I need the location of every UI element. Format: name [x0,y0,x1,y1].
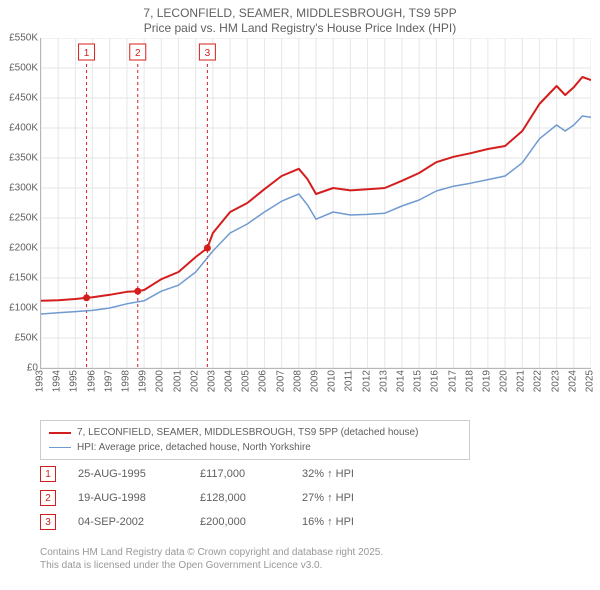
y-tick-label: £150K [9,273,38,284]
x-tick-label: 2019 [481,370,492,392]
transaction-hpi: 27% ↑ HPI [302,492,382,504]
footnote: Contains HM Land Registry data © Crown c… [40,546,383,572]
x-tick-label: 2011 [344,370,355,392]
x-tick-label: 2017 [447,370,458,392]
y-tick-label: £550K [9,33,38,44]
y-tick-label: £400K [9,123,38,134]
x-tick-label: 2015 [413,370,424,392]
transaction-marker: 2 [40,490,56,506]
y-tick-label: £300K [9,183,38,194]
y-tick-label: £100K [9,303,38,314]
title-line-1: 7, LECONFIELD, SEAMER, MIDDLESBROUGH, TS… [0,6,600,21]
y-tick-label: £350K [9,153,38,164]
x-tick-label: 1994 [52,370,63,392]
svg-text:3: 3 [205,48,211,59]
x-tick-label: 2012 [361,370,372,392]
x-tick-label: 2016 [430,370,441,392]
x-tick-label: 2007 [275,370,286,392]
legend-row: 7, LECONFIELD, SEAMER, MIDDLESBROUGH, TS… [49,425,461,440]
transaction-price: £128,000 [200,492,280,504]
transaction-marker: 3 [40,514,56,530]
x-tick-label: 2003 [206,370,217,392]
plot-svg: 1 2 3 [41,38,591,368]
chart-area: £0£50K£100K£150K£200K£250K£300K£350K£400… [0,38,600,418]
transaction-price: £200,000 [200,516,280,528]
transaction-row: 3 04-SEP-2002 £200,000 16% ↑ HPI [40,510,382,534]
y-tick-label: £500K [9,63,38,74]
x-tick-label: 1995 [69,370,80,392]
x-tick-label: 2000 [155,370,166,392]
title-block: 7, LECONFIELD, SEAMER, MIDDLESBROUGH, TS… [0,0,600,36]
x-tick-label: 2002 [189,370,200,392]
legend-swatch-property [49,432,71,434]
footnote-line-2: This data is licensed under the Open Gov… [40,559,383,572]
x-tick-label: 2022 [533,370,544,392]
transaction-price: £117,000 [200,468,280,480]
transaction-date: 04-SEP-2002 [78,516,178,528]
x-tick-label: 1999 [138,370,149,392]
svg-text:1: 1 [84,48,90,59]
legend-row: HPI: Average price, detached house, Nort… [49,440,461,455]
x-tick-label: 2004 [224,370,235,392]
y-tick-label: £50K [15,333,38,344]
x-tick-label: 1993 [35,370,46,392]
x-tick-label: 2010 [327,370,338,392]
legend-label-property: 7, LECONFIELD, SEAMER, MIDDLESBROUGH, TS… [77,425,418,440]
transaction-hpi: 32% ↑ HPI [302,468,382,480]
x-tick-label: 2014 [395,370,406,392]
chart-container: 7, LECONFIELD, SEAMER, MIDDLESBROUGH, TS… [0,0,600,590]
x-tick-label: 2006 [258,370,269,392]
x-tick-label: 1997 [103,370,114,392]
title-line-2: Price paid vs. HM Land Registry's House … [0,21,600,36]
transaction-date: 25-AUG-1995 [78,468,178,480]
transaction-marker: 1 [40,466,56,482]
y-tick-label: £250K [9,213,38,224]
legend-swatch-hpi [49,447,71,448]
x-tick-label: 2013 [378,370,389,392]
transactions-table: 1 25-AUG-1995 £117,000 32% ↑ HPI 2 19-AUG-199… [40,462,382,534]
legend-label-hpi: HPI: Average price, detached house, Nort… [77,440,311,455]
x-tick-label: 2025 [585,370,596,392]
transaction-hpi: 16% ↑ HPI [302,516,382,528]
y-axis-labels: £0£50K£100K£150K£200K£250K£300K£350K£400… [0,38,40,368]
svg-text:2: 2 [135,48,141,59]
x-axis-labels: 1993199419951996199719981999200020012002… [40,370,590,416]
transaction-row: 1 25-AUG-1995 £117,000 32% ↑ HPI [40,462,382,486]
transaction-row: 2 19-AUG-1998 £128,000 27% ↑ HPI [40,486,382,510]
x-tick-label: 2005 [241,370,252,392]
x-tick-label: 2008 [292,370,303,392]
x-tick-label: 1996 [86,370,97,392]
legend: 7, LECONFIELD, SEAMER, MIDDLESBROUGH, TS… [40,420,470,460]
x-tick-label: 2023 [550,370,561,392]
footnote-line-1: Contains HM Land Registry data © Crown c… [40,546,383,559]
y-tick-label: £450K [9,93,38,104]
x-tick-label: 2020 [499,370,510,392]
x-tick-label: 2024 [567,370,578,392]
y-tick-label: £200K [9,243,38,254]
x-tick-label: 2001 [172,370,183,392]
transaction-date: 19-AUG-1998 [78,492,178,504]
x-tick-label: 2018 [464,370,475,392]
x-tick-label: 2021 [516,370,527,392]
plot-area: 1 2 3 [40,38,591,369]
x-tick-label: 2009 [310,370,321,392]
x-tick-label: 1998 [120,370,131,392]
